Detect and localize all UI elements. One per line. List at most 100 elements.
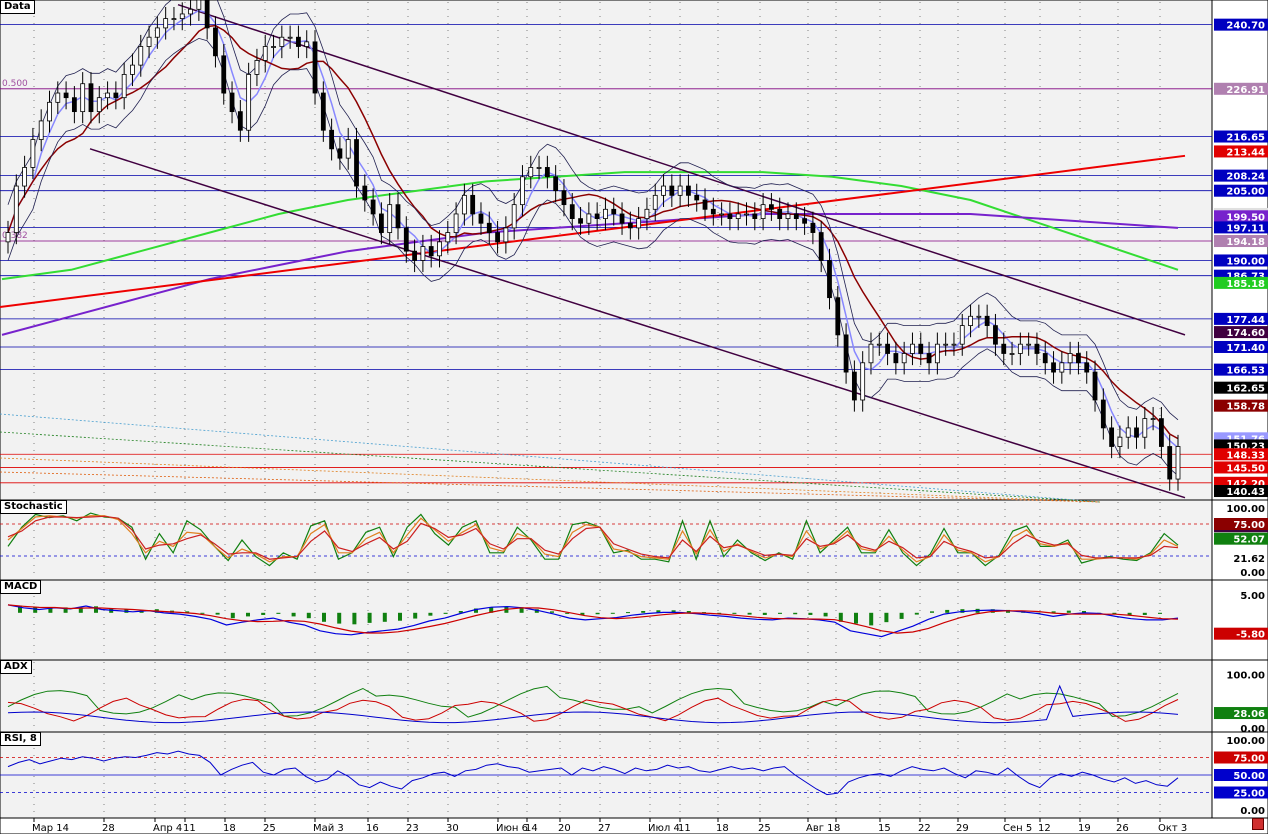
candle-body: [1042, 353, 1048, 364]
macd-histogram-bar: [215, 612, 220, 615]
stochastic-axis-label: 21.62: [1233, 554, 1265, 565]
candle-body: [868, 343, 874, 364]
macd-signal-line: [7, 604, 1179, 634]
macd-histogram-bar: [610, 612, 615, 614]
candle-body: [959, 325, 965, 345]
price-axis-label-box: [1214, 210, 1268, 223]
macd-panel-title[interactable]: MACD: [0, 580, 42, 594]
candle-body: [445, 232, 451, 243]
x-axis-label: 11: [183, 823, 196, 834]
macd-histogram-bar: [595, 612, 600, 615]
macd-histogram-bar: [322, 612, 326, 622]
candle-body: [644, 208, 650, 220]
stochastic-axis-label: 52.07: [1233, 535, 1265, 546]
macd-histogram-bar: [352, 612, 357, 625]
candle-body: [453, 213, 459, 233]
candle-body: [370, 199, 376, 215]
price-axis-label-text: 197.11: [1226, 223, 1265, 234]
macd-histogram-bar: [276, 612, 281, 614]
price-axis-label: 213.44: [1214, 145, 1268, 158]
candle-body: [984, 315, 990, 326]
candle-body: [296, 36, 301, 47]
rsi-axis-label: 100.00: [1226, 736, 1265, 747]
macd-histogram-bar: [200, 612, 205, 614]
candle-body: [619, 213, 625, 224]
macd-histogram-bar: [1142, 612, 1147, 615]
candle-body: [1175, 446, 1181, 480]
macd-histogram-bar: [884, 612, 889, 623]
candle-body: [1142, 418, 1148, 438]
candle-body: [511, 204, 517, 229]
ma-slow-line: [1, 171, 1179, 281]
macd-histogram-bar: [306, 612, 311, 619]
price-axis-label: 240.70: [1214, 18, 1268, 32]
price-axis-label-box: [1214, 276, 1268, 289]
macd-histogram-bar: [686, 611, 691, 613]
price-axis-label-box: [1214, 221, 1268, 234]
macd-histogram-bar: [367, 612, 372, 623]
candle-body: [901, 353, 907, 364]
fib-level-label: 0.500: [2, 79, 28, 89]
rsi-axis-label: 25.00: [1233, 789, 1265, 800]
candle-body: [354, 139, 359, 187]
price-axis-label-text: 185.18: [1226, 279, 1265, 290]
macd-histogram-bar: [18, 605, 22, 613]
candle-body: [1001, 343, 1007, 354]
candle-body: [777, 208, 783, 220]
macd-histogram-bar: [428, 612, 433, 616]
macd-histogram-bar: [33, 607, 38, 613]
adx-axis-box: [1214, 707, 1268, 720]
macd-histogram-bar: [854, 612, 858, 624]
macd-histogram-bar: [474, 608, 478, 613]
x-axis-label: 8: [834, 823, 840, 834]
macd-histogram-bar: [63, 607, 68, 613]
candle-body: [702, 199, 708, 210]
candle-body: [213, 27, 218, 57]
candle-body: [146, 36, 152, 47]
candle-body: [710, 208, 716, 215]
panel-price-axis-area: [1211, 0, 1268, 501]
x-axis-label: Окт 3: [1158, 823, 1187, 834]
candle-body: [1017, 343, 1023, 354]
price-axis-label: 174.60: [1214, 326, 1268, 339]
panel-price-background: [0, 0, 1213, 501]
macd-histogram-bar: [747, 612, 752, 615]
x-axis-label: 25: [263, 823, 276, 834]
candle-body: [926, 353, 932, 364]
candle-body: [993, 325, 998, 345]
band-lower-line: [7, 37, 1179, 476]
x-axis-label: 18: [716, 823, 729, 834]
price-panel-title[interactable]: Data: [0, 0, 35, 14]
macd-line: [7, 604, 1179, 638]
macd-histogram-bar: [565, 612, 570, 614]
stochastic-panel-title[interactable]: Stochastic: [0, 500, 67, 514]
price-axis-label-text: 226.91: [1226, 85, 1265, 96]
macd-histogram-bar: [534, 609, 539, 613]
rsi-axis-box: [1214, 751, 1268, 764]
macd-histogram-bar: [702, 612, 706, 614]
candle-body: [262, 46, 268, 61]
price-axis-label-text: 190.00: [1226, 256, 1265, 267]
macd-histogram-bar: [48, 608, 53, 613]
candle-body: [760, 204, 766, 220]
window-corner-button[interactable]: [1252, 818, 1264, 830]
candle-body: [1167, 446, 1173, 480]
candle-body: [96, 97, 102, 113]
price-axis-label-box: [1214, 399, 1268, 412]
channel-lower-line: [89, 148, 1186, 499]
candle-body: [229, 92, 235, 113]
rsi-panel-title[interactable]: RSI, 8: [0, 732, 41, 746]
fan-line: [0, 457, 1101, 503]
price-axis-label-box: [1214, 363, 1268, 376]
macd-axis-box: [1214, 627, 1268, 640]
macd-histogram-bar: [732, 612, 737, 614]
price-axis-label: 158.78: [1214, 399, 1268, 413]
adx-plus-di-line: [7, 685, 1179, 718]
x-axis-label: 18: [223, 823, 236, 834]
price-axis-label: 185.18: [1214, 276, 1268, 290]
x-axis-label: Май 3: [313, 823, 344, 834]
price-axis-label-text: 140.43: [1226, 487, 1265, 498]
candle-body: [752, 213, 758, 220]
adx-panel-title[interactable]: ADX: [0, 660, 32, 674]
x-axis-label: Июн 6: [496, 823, 528, 834]
